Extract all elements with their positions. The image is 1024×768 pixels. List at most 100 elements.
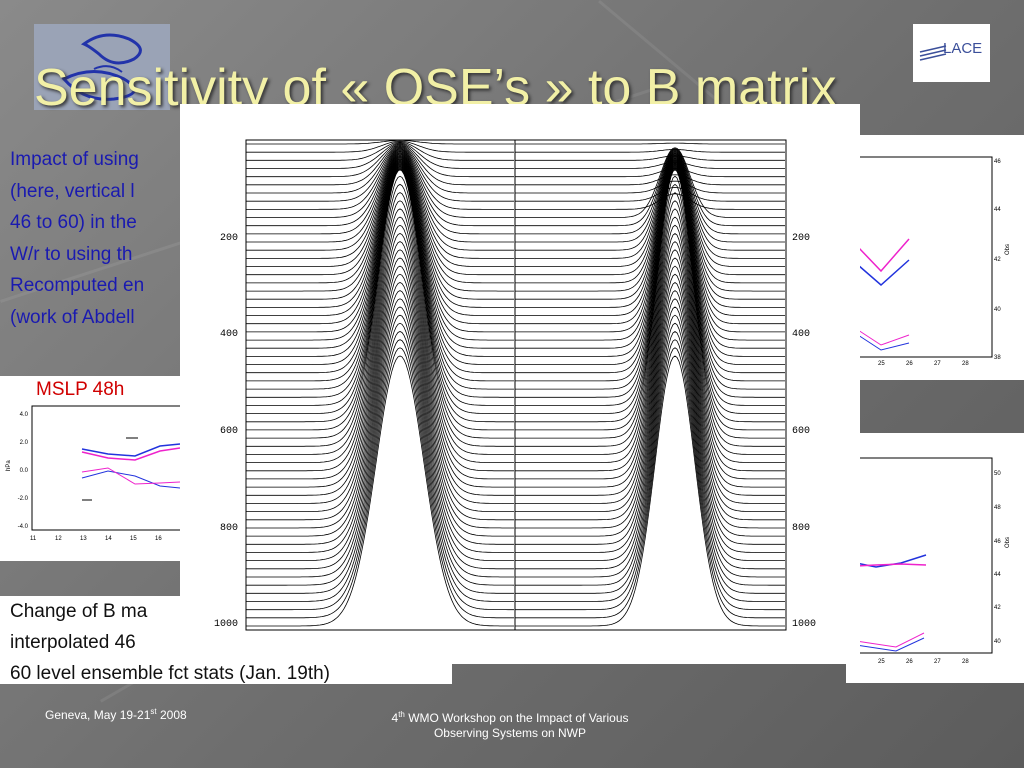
profile-curve (515, 322, 785, 594)
main-y-tick-left: 200 (220, 233, 238, 244)
rt-x-tick: 26 (906, 361, 913, 367)
profile-curve (515, 157, 785, 325)
mslp-x-tick: 15 (130, 536, 137, 542)
profile-curve (515, 282, 785, 553)
profile-curve (246, 290, 514, 561)
profile-curve (246, 160, 514, 349)
profile-curve (515, 168, 785, 431)
profile-curve (515, 159, 785, 341)
rb-x-tick: 27 (934, 659, 941, 665)
profile-curve (246, 265, 514, 537)
profile-curve (246, 162, 514, 374)
profile-curve (515, 149, 785, 243)
profile-curve (246, 153, 514, 276)
profile-curve (515, 347, 785, 619)
rb-x-tick: 28 (962, 659, 969, 665)
profile-curve (515, 154, 785, 292)
main-y-tick-right: 600 (792, 426, 810, 437)
profile-curve (246, 157, 514, 325)
right-top-chart: 46 44 42 40 38 Obs 25 26 27 28 (845, 156, 1011, 367)
profile-curve (246, 306, 514, 578)
profile-curve (246, 152, 514, 267)
rt-y-tick: 42 (994, 257, 1001, 263)
profile-curve (515, 249, 785, 521)
profile-curve (246, 146, 514, 210)
profile-curve (515, 163, 785, 382)
profile-curve (246, 141, 514, 161)
rt-x-tick: 28 (962, 361, 969, 367)
right-top-chart-panel: 46 44 42 40 38 Obs 25 26 27 28 (845, 135, 1024, 380)
profile-curve (246, 155, 514, 300)
profile-curve (246, 249, 514, 521)
profile-curve (246, 154, 514, 292)
profile-curve (515, 147, 785, 218)
left-text-line: W/r to using th (10, 243, 133, 265)
profile-curve (246, 169, 514, 439)
main-y-tick-left: 400 (220, 329, 238, 340)
profile-curve (515, 339, 785, 611)
profile-curve (515, 224, 785, 496)
profile-curve (515, 290, 785, 561)
footer-left-prefix: Geneva, May 19-21 (45, 708, 151, 722)
footer-center-suffix: WMO Workshop on the Impact of Various (404, 711, 629, 725)
profile-curve (515, 216, 785, 488)
footer-left-suffix: 2008 (156, 708, 187, 722)
profile-curve (246, 339, 514, 611)
profile-curve (246, 322, 514, 594)
right-bottom-chart: 50 48 46 44 42 40 Obs 25 26 27 28 (845, 457, 1011, 665)
rb-y-tick: 44 (994, 572, 1001, 578)
profile-curve (515, 233, 785, 504)
profile-curve (515, 148, 785, 227)
main-y-tick-right: 1000 (792, 619, 816, 630)
profile-curve (246, 233, 514, 504)
profile-curve (515, 273, 785, 545)
profile-curve (515, 306, 785, 578)
profile-curve (246, 148, 514, 227)
profile-curve (515, 160, 785, 349)
profile-curve (246, 164, 514, 390)
profile-curve (246, 347, 514, 619)
rb-y-tick: 50 (994, 471, 1001, 477)
rt-x-tick: 25 (878, 361, 885, 367)
profile-curve (246, 159, 514, 341)
profile-curve (246, 161, 514, 357)
profile-curve (515, 165, 785, 406)
bottom-text-line: Change of B ma (10, 601, 148, 622)
left-text-line: Impact of using (10, 149, 139, 170)
profile-curve (246, 163, 514, 382)
profile-curve (515, 156, 785, 308)
profile-curve (246, 224, 514, 496)
profile-curve (515, 331, 785, 602)
profile-curve (515, 161, 785, 169)
aladin-logo (34, 24, 170, 110)
profile-curve (515, 192, 785, 463)
main-y-tick-right: 400 (792, 329, 810, 340)
mslp-x-tick: 14 (105, 536, 112, 542)
profile-curve (246, 175, 514, 447)
profile-curve (246, 165, 514, 398)
profile-curve (246, 149, 514, 243)
lace-logo-text: LACE (943, 40, 983, 57)
profile-curve (515, 167, 785, 423)
mslp-y-tick: 4.0 (20, 412, 29, 418)
profile-curve (515, 166, 785, 414)
rb-ylabel: Obs (1005, 537, 1011, 548)
profile-curve (515, 200, 785, 472)
mslp-label: MSLP 48h (36, 379, 125, 400)
profile-curve (515, 161, 785, 357)
profile-curve (515, 151, 785, 259)
profile-curve (246, 257, 514, 529)
profile-curve (246, 140, 514, 145)
profile-curve (246, 145, 514, 202)
profile-curve (515, 174, 785, 186)
profile-curve (515, 183, 785, 455)
profile-curve (246, 157, 514, 316)
profile-curve (515, 148, 785, 153)
profile-curve (246, 241, 514, 512)
profile-curve (515, 265, 785, 537)
mslp-y-tick: -4.0 (18, 524, 29, 530)
mslp-y-tick: -2.0 (18, 496, 29, 502)
bottom-text-line: 60 level ensemble fct stats (Jan. 19th) (10, 663, 330, 684)
rb-x-tick: 26 (906, 659, 913, 665)
profile-curve (246, 298, 514, 570)
